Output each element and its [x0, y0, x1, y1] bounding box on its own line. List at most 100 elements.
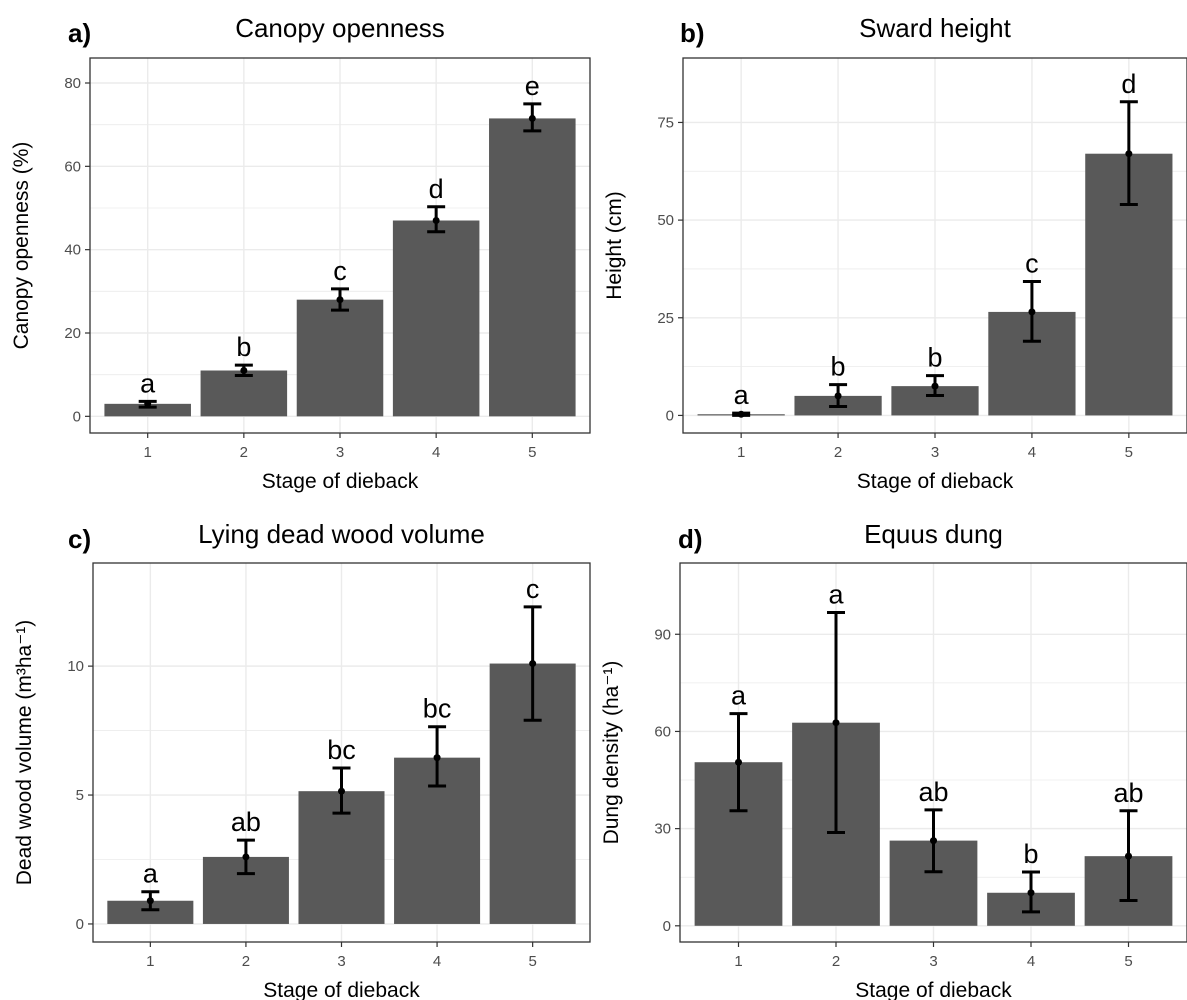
x-axis-label: Stage of dieback: [855, 979, 1012, 1000]
x-tick-label: 2: [832, 953, 840, 970]
significance-letter: bc: [327, 735, 356, 765]
significance-letter: bc: [423, 694, 452, 724]
significance-letter: c: [333, 256, 347, 286]
significance-letter: ab: [918, 777, 948, 807]
x-tick-label: 3: [336, 444, 344, 461]
mean-point: [242, 853, 250, 861]
bar-4: [392, 220, 480, 417]
y-axis-label: Height (cm): [603, 191, 626, 300]
chart-panel-3: a ab bc bc c 0 5 10 1 2 3 4 5 Stage of dieback Dead wo…: [13, 519, 591, 1000]
y-tick-label: 10: [67, 658, 84, 675]
y-tick-label: 25: [657, 310, 674, 327]
y-axis-label: Canopy openness (%): [10, 142, 33, 350]
bar-1: [104, 403, 191, 417]
mean-point: [735, 758, 742, 766]
mean-point: [336, 296, 344, 304]
y-tick-label: 5: [76, 787, 84, 804]
mean-point: [1125, 150, 1133, 158]
y-tick-label: 60: [64, 158, 81, 175]
panel-tag: b): [680, 18, 705, 48]
x-tick-label: 3: [929, 953, 937, 970]
panel-tag: a): [68, 18, 91, 48]
y-tick-label: 30: [654, 821, 671, 838]
y-tick-label: 0: [663, 918, 671, 935]
bar-3: [296, 299, 384, 417]
y-tick-label: 0: [666, 407, 674, 424]
y-tick-label: 50: [657, 212, 674, 229]
x-tick-label: 3: [337, 953, 345, 970]
x-axis-label: Stage of dieback: [263, 979, 420, 1000]
x-tick-label: 4: [433, 953, 441, 970]
significance-letter: ab: [231, 807, 261, 837]
x-tick-label: 2: [242, 953, 250, 970]
mean-point: [240, 367, 248, 374]
bar-5: [489, 118, 576, 417]
x-tick-label: 2: [240, 444, 248, 461]
y-tick-label: 75: [657, 114, 674, 131]
significance-letter: c: [1025, 248, 1039, 278]
x-tick-label: 5: [1125, 444, 1133, 461]
bar-1: [107, 900, 194, 924]
x-tick-label: 1: [737, 444, 745, 461]
x-tick-label: 5: [528, 953, 536, 970]
chart-title: Canopy openness: [235, 13, 445, 43]
mean-point: [834, 392, 842, 400]
significance-letter: a: [734, 380, 750, 410]
x-tick-label: 4: [1027, 953, 1035, 970]
y-axis-label: Dead wood volume (m³ha⁻¹): [13, 620, 36, 886]
x-tick-label: 1: [144, 444, 152, 461]
y-axis-label: Dung density (ha⁻¹): [600, 661, 623, 845]
mean-point: [832, 719, 840, 727]
mean-point: [1125, 852, 1132, 860]
y-tick-label: 40: [64, 242, 81, 259]
significance-letter: a: [143, 859, 159, 889]
significance-letter: d: [429, 174, 444, 204]
y-tick-label: 60: [654, 723, 671, 740]
mean-point: [433, 754, 441, 762]
y-tick-label: 90: [654, 626, 671, 643]
x-tick-label: 1: [146, 953, 154, 970]
significance-letter: b: [1023, 839, 1038, 869]
panel-tag: d): [678, 524, 703, 554]
mean-point: [338, 787, 345, 795]
significance-letter: ab: [1113, 778, 1143, 808]
significance-letter: e: [525, 71, 540, 101]
bar-2: [200, 370, 288, 417]
mean-point: [1027, 889, 1035, 897]
x-tick-label: 5: [1124, 953, 1132, 970]
significance-letter: a: [731, 681, 747, 711]
mean-point: [144, 400, 152, 408]
x-tick-label: 5: [528, 444, 536, 461]
mean-point: [737, 410, 745, 418]
x-tick-label: 3: [931, 444, 939, 461]
mean-point: [432, 217, 440, 224]
significance-letter: a: [828, 580, 844, 610]
significance-letter: c: [526, 574, 540, 604]
mean-point: [529, 660, 537, 668]
x-tick-label: 1: [734, 953, 742, 970]
y-tick-label: 0: [76, 916, 84, 933]
mean-point: [528, 114, 536, 122]
x-axis-label: Stage of dieback: [857, 470, 1014, 493]
panel-tag: c): [68, 524, 91, 554]
x-tick-label: 4: [1028, 444, 1036, 461]
mean-point: [931, 382, 939, 390]
chart-panel-1: a b c d e 0 20 40 60 80 1 2 3 4 5 Stage of dieback Canop…: [10, 13, 591, 493]
y-tick-label: 20: [64, 325, 81, 342]
x-axis-label: Stage of dieback: [262, 470, 419, 493]
significance-letter: b: [927, 343, 942, 373]
significance-letter: a: [140, 368, 156, 398]
chart-panel-4: a a ab b ab 0 30 60 90 1 2 3 4 5 Stage of dieback Dung …: [600, 519, 1187, 1000]
y-tick-label: 80: [64, 75, 81, 92]
x-tick-label: 2: [834, 444, 842, 461]
mean-point: [1028, 308, 1036, 316]
chart-title: Sward height: [859, 13, 1012, 43]
chart-title: Equus dung: [864, 519, 1003, 549]
significance-letter: b: [831, 352, 846, 382]
y-tick-label: 0: [73, 408, 81, 425]
chart-panel-2: a b b c d 0 25 50 75 1 2 3 4 5 Stage of dieback Height …: [603, 13, 1187, 493]
mean-point: [146, 897, 154, 905]
significance-letter: d: [1121, 69, 1136, 99]
x-tick-label: 4: [432, 444, 440, 461]
